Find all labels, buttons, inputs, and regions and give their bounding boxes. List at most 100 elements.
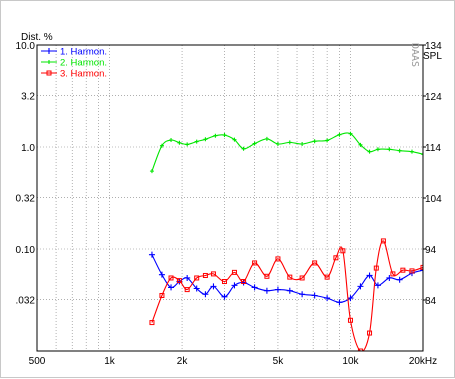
- data-point-marker: [184, 287, 190, 293]
- data-point-marker: [286, 287, 293, 294]
- data-point-marker: [409, 149, 414, 154]
- y-tick-label-left: 10.0: [16, 41, 36, 52]
- data-point-marker: [159, 143, 164, 148]
- y-tick-label-right: 84: [425, 296, 437, 307]
- data-point-marker: [169, 138, 174, 143]
- data-point-marker: [347, 295, 354, 302]
- data-point-marker: [357, 283, 364, 290]
- data-point-marker: [312, 260, 318, 266]
- data-point-marker: [386, 274, 393, 281]
- data-point-marker: [397, 148, 402, 153]
- data-point-marker: [202, 291, 209, 298]
- data-point-marker: [168, 275, 174, 281]
- data-point-marker: [324, 295, 331, 302]
- data-point-marker: [158, 271, 165, 278]
- x-tick-label: 5k: [273, 356, 285, 367]
- x-tick-label: 2k: [177, 356, 189, 367]
- data-point-marker: [148, 251, 155, 258]
- data-point-marker: [184, 274, 191, 281]
- data-point-marker: [340, 248, 346, 254]
- data-point-marker: [231, 282, 238, 289]
- x-tick-label: 20kHz: [409, 356, 437, 367]
- x-tick-label: 500: [29, 356, 46, 367]
- data-point-marker: [149, 169, 154, 174]
- data-point-marker: [299, 291, 306, 298]
- data-point-marker: [221, 279, 227, 285]
- x-tick-label: 1k: [104, 356, 116, 367]
- data-point-marker: [210, 283, 217, 290]
- data-point-marker: [380, 238, 386, 244]
- data-point-marker: [47, 60, 51, 64]
- watermark: DAAS: [409, 43, 420, 67]
- data-point-marker: [373, 265, 379, 271]
- series-2-harmonic: [149, 131, 423, 174]
- data-point-marker: [325, 138, 330, 143]
- data-point-marker: [46, 48, 52, 54]
- data-point-marker: [221, 293, 228, 300]
- data-point-marker: [275, 256, 281, 262]
- data-point-marker: [203, 137, 208, 142]
- y-tick-label-right: 124: [425, 92, 442, 103]
- data-point-marker: [202, 272, 208, 278]
- y-tick-label-left: .032: [16, 295, 36, 306]
- data-point-marker: [367, 149, 372, 154]
- data-point-marker: [275, 142, 280, 147]
- legend-entry: 3. Harmon.: [41, 69, 107, 80]
- data-point-marker: [400, 267, 406, 273]
- y-tick-label-right: 94: [425, 245, 437, 256]
- data-point-marker: [387, 147, 392, 152]
- y-tick-label-left: 0.10: [16, 245, 36, 256]
- data-point-marker: [374, 282, 381, 289]
- data-point-marker: [348, 131, 353, 136]
- data-point-marker: [366, 272, 373, 279]
- data-point-marker: [241, 279, 247, 285]
- data-point-marker: [390, 271, 396, 277]
- data-point-marker: [336, 299, 343, 306]
- data-point-marker: [210, 271, 216, 277]
- data-point-marker: [333, 255, 339, 261]
- y-tick-label-left: 1.0: [21, 143, 35, 154]
- data-point-marker: [274, 286, 281, 293]
- y-tick-label-left: 3.2: [21, 91, 35, 102]
- data-point-marker: [252, 260, 258, 266]
- data-point-marker: [324, 274, 330, 280]
- data-point-marker: [231, 269, 237, 275]
- axes: 500 1k 2k 5k 10k 20kHz 10.0 3.2 1.0 0.32 0.10 .032 1…: [16, 41, 443, 367]
- data-point-marker: [287, 274, 293, 280]
- plot-border: [36, 44, 424, 352]
- data-point-marker: [264, 273, 270, 279]
- data-point-marker: [367, 330, 373, 336]
- data-point-marker: [193, 285, 200, 292]
- data-point-marker: [185, 142, 190, 147]
- data-point-marker: [194, 275, 200, 281]
- data-point-marker: [420, 267, 423, 274]
- data-point-marker: [375, 147, 380, 152]
- data-point-marker: [409, 268, 415, 274]
- grid: [37, 45, 423, 351]
- data-point-marker: [264, 136, 269, 141]
- data-point-marker: [299, 275, 305, 281]
- legend-label: 3. Harmon.: [60, 69, 107, 80]
- x-tick-label: 10k: [342, 356, 359, 367]
- data-point-marker: [263, 287, 270, 294]
- data-point-marker: [358, 142, 363, 147]
- data-point-marker: [194, 139, 199, 144]
- data-point-marker: [337, 132, 342, 137]
- series-3-harmonic: [149, 238, 423, 351]
- data-point-marker: [252, 141, 257, 146]
- data-point-marker: [357, 348, 363, 351]
- data-point-marker: [251, 284, 258, 291]
- data-point-marker: [176, 278, 182, 284]
- y-tick-label-right: 134: [425, 41, 442, 52]
- data-point-marker: [311, 292, 318, 299]
- series-line: [151, 240, 423, 351]
- data-point-marker: [149, 320, 155, 326]
- y-axis-label-right: SPL: [423, 51, 442, 62]
- data-point-marker: [347, 317, 353, 323]
- y-axis-label-left: Dist. %: [21, 32, 53, 43]
- data-point-marker: [159, 293, 165, 299]
- data-point-marker: [222, 133, 227, 138]
- data-point-marker: [241, 146, 246, 151]
